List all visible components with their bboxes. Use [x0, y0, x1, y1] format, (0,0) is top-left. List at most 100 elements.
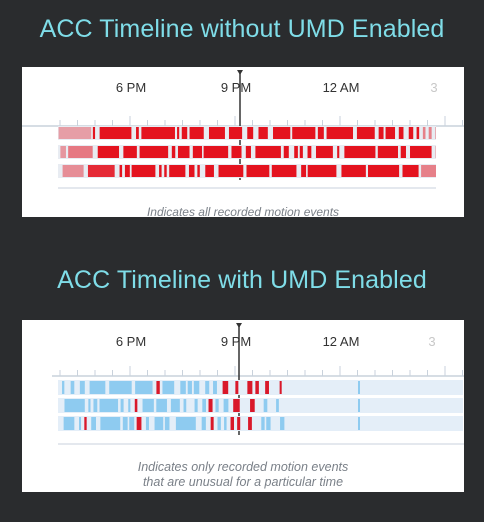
usual-motion-event [194, 399, 198, 412]
motion-event [294, 146, 298, 158]
motion-event [315, 146, 333, 158]
tick-label-6pm: 6 PM [116, 334, 146, 349]
usual-motion-event [89, 381, 106, 394]
usual-motion-event [99, 399, 119, 412]
usual-motion-event [62, 381, 65, 394]
usual-motion-event [280, 417, 285, 430]
usual-motion-event [129, 417, 135, 430]
unusual-motion-event [265, 381, 269, 394]
motion-event [205, 165, 214, 177]
usual-motion-event [276, 399, 279, 412]
usual-motion-event [183, 399, 187, 412]
motion-event [119, 165, 123, 177]
motion-event [255, 146, 281, 158]
usual-motion-event [217, 417, 221, 430]
usual-motion-event [164, 417, 170, 430]
usual-motion-event [79, 417, 82, 430]
motion-event [283, 146, 289, 158]
motion-event [231, 146, 242, 158]
motion-event [258, 127, 268, 139]
tick-label-9pm: 9 PM [221, 334, 251, 349]
motion-event [189, 127, 204, 139]
timeline-heading-with-umd: ACC Timeline with UMD Enabled [57, 266, 427, 294]
motion-event [247, 127, 254, 139]
motion-event [169, 165, 186, 177]
unusual-motion-event [235, 381, 239, 394]
motion-event [402, 165, 419, 177]
motion-event [400, 146, 406, 158]
motion-event [87, 165, 115, 177]
timeline-heading-without-umd: ACC Timeline without UMD Enabled [39, 15, 445, 43]
tick-label-9pm: 9 PM [221, 80, 251, 95]
usual-motion-event [135, 381, 153, 394]
unusual-motion-event [230, 417, 234, 430]
usual-motion-event [215, 399, 219, 412]
motion-event [341, 165, 366, 177]
motion-event [177, 127, 180, 139]
usual-motion-event [358, 417, 360, 430]
usual-motion-event [88, 399, 91, 412]
unusual-motion-event [247, 381, 253, 394]
motion-event [385, 127, 396, 139]
motion-event [410, 146, 432, 158]
motion-event [408, 127, 414, 139]
motion-event [97, 146, 120, 158]
motion-event [218, 165, 244, 177]
motion-event [398, 127, 404, 139]
usual-motion-event [170, 399, 180, 412]
tick-label-3: 3 [430, 80, 437, 95]
current-time-marker-head [236, 323, 242, 328]
unusual-motion-event [84, 417, 87, 430]
usual-motion-event [358, 399, 360, 412]
usual-motion-event [180, 381, 186, 394]
motion-event [307, 165, 337, 177]
unusual-motion-event [233, 399, 240, 412]
motion-event [164, 165, 167, 177]
usual-motion-event [63, 417, 75, 430]
tick-label-12am: 12 AM [323, 334, 360, 349]
motion-event [378, 127, 384, 139]
motion-event [123, 146, 137, 158]
unusual-motion-event [136, 417, 142, 430]
motion-event [422, 127, 426, 139]
tick-label-12am: 12 AM [323, 80, 360, 95]
unusual-motion-event [237, 417, 241, 430]
unusual-motion-event [222, 381, 229, 394]
usual-motion-event [213, 381, 217, 394]
motion-event [197, 165, 200, 177]
unusual-motion-event [279, 381, 282, 394]
caption-without-umd: Indicates all recorded motion events [22, 205, 464, 217]
motion-event [139, 146, 169, 158]
motion-event [271, 165, 297, 177]
usual-motion-event [162, 381, 175, 394]
motion-event [377, 146, 398, 158]
caption-line-1: Indicates only recorded motion events [137, 460, 349, 474]
usual-motion-event [205, 381, 210, 394]
motion-event [292, 127, 316, 139]
usual-motion-event [263, 399, 268, 412]
motion-event [181, 127, 188, 139]
motion-event [58, 127, 92, 139]
usual-motion-event [145, 417, 149, 430]
caption-with-umd: Indicates only recorded motion events th… [22, 460, 464, 490]
motion-event [92, 127, 96, 139]
motion-event [159, 165, 162, 177]
unusual-motion-event [250, 399, 255, 412]
timeline-row-band [58, 398, 463, 413]
usual-motion-event [142, 399, 154, 412]
usual-motion-event [154, 417, 164, 430]
usual-motion-event [202, 399, 206, 412]
usual-motion-event [224, 417, 227, 430]
motion-event [203, 146, 229, 158]
motion-event [245, 146, 251, 158]
unusual-motion-event [255, 381, 259, 394]
motion-event [301, 165, 307, 177]
usual-motion-event [128, 399, 131, 412]
usual-motion-event [70, 381, 75, 394]
usual-motion-event [122, 417, 128, 430]
motion-event [307, 146, 312, 158]
timeline-graphic-without-umd: 6 PM 9 PM 12 AM 3 [22, 70, 464, 189]
usual-motion-event [93, 399, 98, 412]
timeline-panel-with-umd: 6 PM 9 PM 12 AM 3 Indicates only recorde… [22, 320, 464, 492]
usual-motion-event [64, 399, 85, 412]
